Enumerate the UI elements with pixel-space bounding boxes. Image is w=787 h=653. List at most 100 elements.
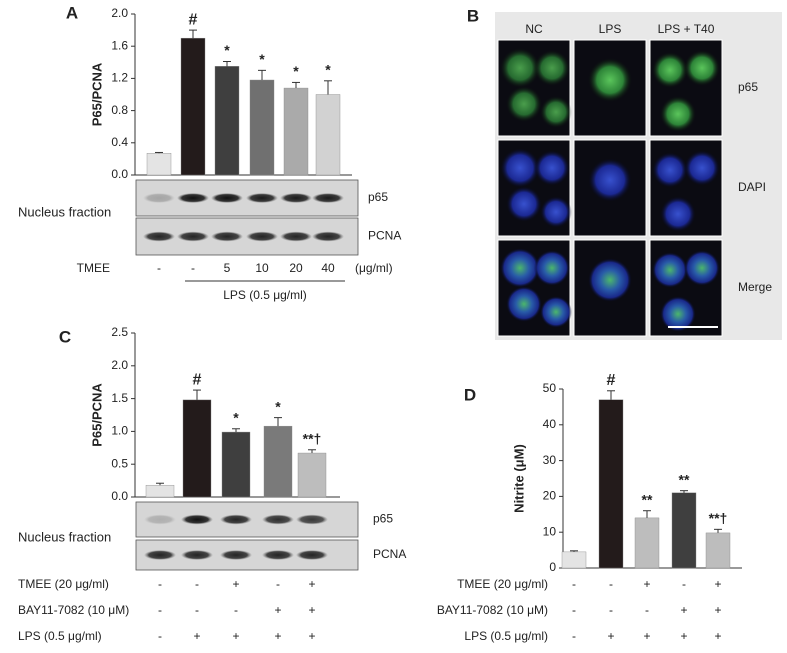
y-tick-label: 0.5 bbox=[111, 456, 128, 470]
treatment-mark: - bbox=[276, 577, 280, 591]
panel-letter: C bbox=[59, 327, 71, 346]
cell bbox=[500, 148, 540, 188]
treatment-mark: - bbox=[609, 603, 613, 617]
treatment-mark: + bbox=[193, 629, 200, 643]
treatment-mark: + bbox=[680, 603, 687, 617]
blot-band bbox=[296, 514, 328, 525]
bar bbox=[146, 153, 172, 176]
treatment-mark: - bbox=[191, 261, 195, 275]
error-bar bbox=[258, 69, 266, 81]
error-bar bbox=[308, 449, 316, 454]
band-label: PCNA bbox=[368, 229, 401, 243]
treatment-mark: + bbox=[607, 629, 614, 643]
cell bbox=[684, 150, 720, 186]
y-tick-label: 0.0 bbox=[111, 489, 128, 503]
blot-band bbox=[220, 514, 252, 525]
blot-band bbox=[143, 231, 175, 242]
panel-letter: D bbox=[464, 385, 476, 404]
y-tick-label: 20 bbox=[543, 489, 557, 503]
treatment-mark: - bbox=[195, 603, 199, 617]
treatment-mark: + bbox=[308, 577, 315, 591]
blot-band bbox=[246, 231, 278, 242]
cell bbox=[588, 58, 632, 102]
blot-band bbox=[177, 193, 209, 203]
column-label: LPS + T40 bbox=[658, 22, 715, 36]
panel-letter: B bbox=[467, 6, 479, 25]
treatment-mark: + bbox=[714, 629, 721, 643]
significance-mark: * bbox=[293, 63, 299, 79]
bar bbox=[182, 399, 212, 498]
band-label: p65 bbox=[368, 190, 388, 204]
cell bbox=[500, 48, 540, 88]
treatment-mark: 20 bbox=[289, 261, 303, 275]
blot-band bbox=[280, 193, 312, 203]
significance-mark: # bbox=[189, 11, 198, 28]
column-label: NC bbox=[525, 22, 543, 36]
error-bar bbox=[156, 482, 164, 486]
error-bar bbox=[232, 428, 240, 433]
error-bar bbox=[274, 417, 282, 427]
panel-letter: A bbox=[66, 3, 78, 22]
treatment-label: TMEE bbox=[77, 261, 110, 275]
cell bbox=[540, 296, 572, 328]
treatment-mark: + bbox=[232, 577, 239, 591]
treatment-mark: - bbox=[572, 603, 576, 617]
y-tick-label: 0.4 bbox=[111, 135, 128, 149]
y-tick-label: 40 bbox=[543, 417, 557, 431]
treatment-mark: - bbox=[572, 577, 576, 591]
error-bar bbox=[324, 80, 332, 95]
treatment-label: BAY11-7082 (10 μM) bbox=[18, 603, 129, 617]
treatment-mark: - bbox=[682, 577, 686, 591]
cell bbox=[684, 50, 720, 86]
significance-mark: * bbox=[224, 42, 230, 58]
y-tick-label: 1.2 bbox=[111, 71, 128, 85]
blot-band bbox=[211, 231, 243, 242]
blot-band bbox=[211, 193, 243, 203]
blot-band bbox=[280, 231, 312, 242]
row-label: Merge bbox=[738, 280, 772, 294]
column-label: LPS bbox=[599, 22, 622, 36]
bar bbox=[561, 551, 587, 569]
cell bbox=[660, 196, 696, 232]
bar bbox=[705, 532, 731, 569]
treatment-mark: - bbox=[645, 603, 649, 617]
y-tick-label: 2.0 bbox=[111, 6, 128, 20]
error-bar bbox=[680, 490, 688, 493]
error-bar bbox=[607, 390, 615, 400]
treatment-label: TMEE (20 μg/ml) bbox=[18, 577, 109, 591]
row-label: p65 bbox=[738, 80, 758, 94]
treatment-mark: - bbox=[158, 603, 162, 617]
fraction-label: Nucleus fraction bbox=[18, 204, 111, 219]
y-tick-label: 0.0 bbox=[111, 167, 128, 181]
treatment-mark: 5 bbox=[224, 261, 231, 275]
cell bbox=[652, 52, 688, 88]
cell bbox=[534, 150, 570, 186]
y-tick-label: 10 bbox=[543, 524, 557, 538]
fraction-label: Nucleus fraction bbox=[18, 529, 111, 544]
bar bbox=[315, 94, 341, 176]
blot-band bbox=[181, 550, 213, 560]
cell bbox=[500, 248, 540, 288]
bar bbox=[249, 79, 275, 176]
treatment-label: LPS (0.5 μg/ml) bbox=[464, 629, 548, 643]
bar bbox=[283, 87, 309, 176]
significance-mark: # bbox=[607, 372, 616, 389]
y-tick-label: 1.5 bbox=[111, 391, 128, 405]
group-label: LPS (0.5 μg/ml) bbox=[223, 288, 307, 302]
bar bbox=[598, 399, 624, 569]
bar bbox=[297, 452, 327, 498]
cell bbox=[540, 96, 572, 128]
treatment-mark: + bbox=[714, 603, 721, 617]
y-tick-label: 2.0 bbox=[111, 358, 128, 372]
blot-band bbox=[144, 514, 176, 525]
cell bbox=[506, 286, 542, 322]
significance-mark: * bbox=[325, 62, 331, 78]
treatment-label: BAY11-7082 (10 μM) bbox=[437, 603, 548, 617]
error-bar bbox=[714, 528, 722, 533]
error-bar bbox=[570, 550, 578, 552]
treatment-mark: - bbox=[195, 577, 199, 591]
significance-mark: **† bbox=[709, 510, 728, 526]
y-tick-label: 1.6 bbox=[111, 38, 128, 52]
significance-mark: **† bbox=[303, 430, 322, 446]
